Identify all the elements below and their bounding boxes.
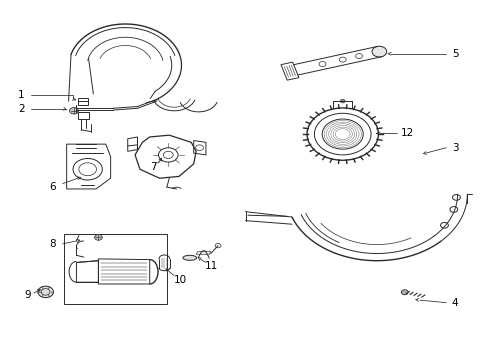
Circle shape (70, 108, 78, 114)
Text: 2: 2 (18, 104, 24, 114)
Circle shape (38, 286, 53, 298)
Text: 3: 3 (452, 143, 459, 153)
Circle shape (95, 234, 102, 240)
Circle shape (372, 46, 387, 57)
Text: 4: 4 (452, 298, 459, 308)
Text: 12: 12 (401, 129, 414, 138)
Text: 8: 8 (49, 239, 56, 249)
Text: 5: 5 (452, 49, 459, 59)
Ellipse shape (183, 255, 196, 260)
Circle shape (340, 99, 345, 103)
Bar (64, 234, 167, 304)
Text: 9: 9 (24, 291, 31, 301)
Text: 6: 6 (49, 182, 56, 192)
Text: 10: 10 (174, 275, 187, 285)
Text: 1: 1 (18, 90, 24, 100)
Text: 11: 11 (205, 261, 219, 271)
Text: 7: 7 (150, 162, 157, 172)
Circle shape (401, 290, 408, 295)
